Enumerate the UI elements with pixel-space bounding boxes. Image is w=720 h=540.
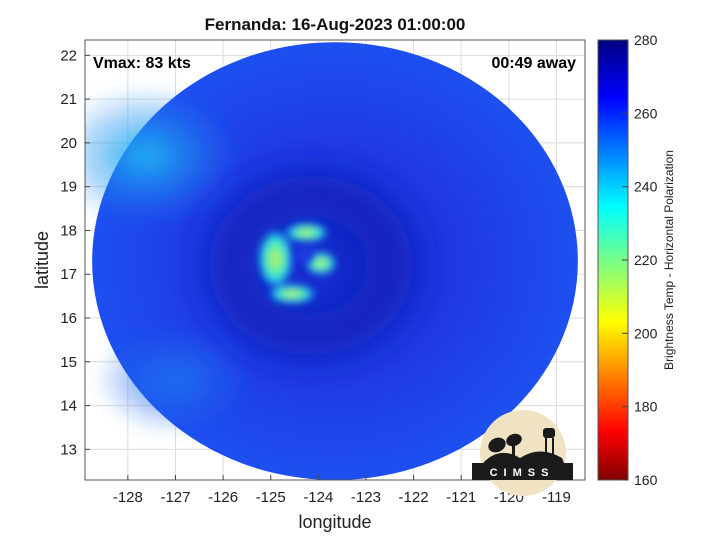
colorbar-tick-label: 240 [634,179,658,195]
colorbar-label: Brightness Temp - Horizontal Polarizatio… [662,150,676,370]
logo-band [472,463,573,480]
x-tick-label: -123 [351,489,381,506]
colorbar-tick-label: 260 [634,105,658,121]
x-tick-label: -122 [399,489,429,506]
logo-dish-stand [512,444,515,458]
x-tick-label: -119 [542,489,571,506]
y-tick-label: 20 [60,135,77,152]
warm-region-northwest [85,86,242,226]
core-cold-cloud-east [304,251,337,276]
time-away-annotation: 00:49 away [491,55,576,72]
y-tick-label: 22 [60,47,77,64]
colorbar-tick-label: 160 [634,472,658,488]
x-tick-label: -125 [256,489,286,506]
colorbar-tick-label: 180 [634,399,658,415]
y-axis-label: latitude [32,231,52,289]
x-tick-label: -126 [208,489,238,506]
vmax-annotation: Vmax: 83 kts [93,55,191,72]
x-tick-label: -128 [113,489,143,506]
y-tick-label: 15 [60,354,77,371]
colorbar-tick-label: 280 [634,32,658,48]
y-tick-label: 13 [60,441,77,458]
core-cold-cloud-west [257,228,294,289]
logo-text: CIMSS [490,467,555,479]
x-tick-label: -124 [303,489,333,506]
y-tick-label: 19 [60,179,77,196]
core-cold-cloud-north [284,222,329,243]
logo-water-tower-tank [543,428,555,438]
y-tick-label: 17 [60,266,77,283]
x-axis-ticks: -128 -127 -126 -125 -124 -123 -122 -121 -120 -119 [113,475,571,506]
y-tick-label: 16 [60,310,77,327]
colorbar-ticks: 160 180 200 220 240 260 280 [622,32,658,488]
y-tick-label: 18 [60,222,77,239]
y-tick-label: 14 [60,398,77,415]
chart-title: Fernanda: 16-Aug-2023 01:00:00 [205,15,466,34]
plot-frame [84,39,586,481]
x-axis-label: longitude [298,512,371,532]
warm-region-southwest [95,324,256,435]
y-tick-label: 21 [60,91,77,108]
x-tick-label: -127 [160,489,190,506]
inner-core [257,222,337,304]
colorbar-tick-label: 200 [634,325,658,341]
colorbar-tick-label: 220 [634,252,658,268]
core-cold-cloud-south [268,283,317,304]
logo-dish-left [488,437,506,453]
swath-image [85,42,578,480]
eye [295,245,314,264]
logo-tower-leg-left [545,438,547,460]
y-axis-ticks: 13 14 15 16 17 18 19 20 21 22 [60,47,90,458]
x-tick-label: -121 [446,489,476,506]
logo-dish-right [506,433,522,447]
logo-tower-leg-right [552,438,554,460]
cimss-logo: CIMSS [472,410,573,496]
